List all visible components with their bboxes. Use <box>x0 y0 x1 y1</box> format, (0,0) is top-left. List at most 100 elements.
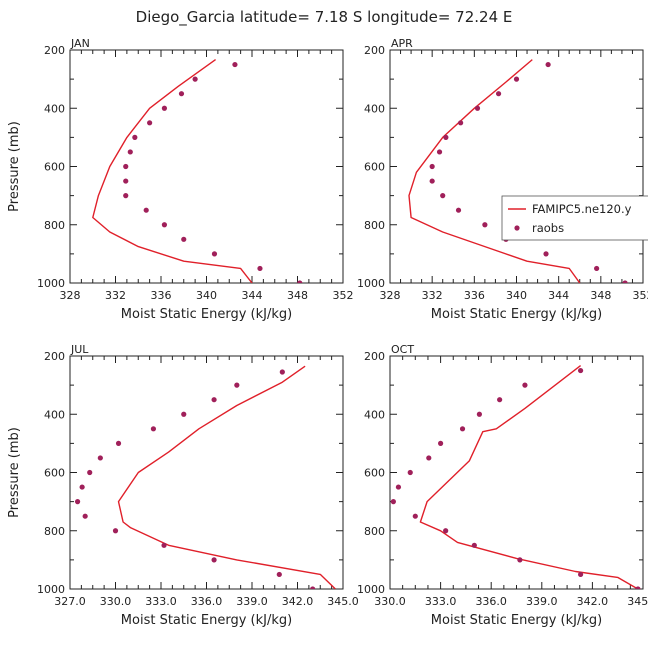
x-tick-label: 345.0 <box>327 595 359 608</box>
obs-point <box>161 222 168 228</box>
y-tick-label: 600 <box>364 161 385 174</box>
y-axis-label: Pressure (mb) <box>7 121 22 212</box>
obs-point <box>211 557 217 563</box>
obs-point <box>310 586 316 589</box>
obs-point <box>459 426 466 432</box>
x-tick-label: 330.0 <box>374 595 406 608</box>
y-tick-label: 200 <box>364 44 385 57</box>
x-axis-label: Moist Static Energy (kJ/kg) <box>121 613 292 628</box>
plot-data <box>92 59 303 283</box>
obs-point <box>622 280 628 283</box>
x-tick-label: 333.0 <box>145 595 177 608</box>
obs-point <box>395 484 402 490</box>
obs-point <box>276 571 282 578</box>
x-tick-label: 342.0 <box>577 595 609 608</box>
obs-point <box>513 76 520 82</box>
plot-data <box>408 59 628 283</box>
x-tick-label: 348 <box>590 289 611 302</box>
x-tick-label: 352 <box>633 289 648 302</box>
obs-point <box>497 397 503 403</box>
x-axis-label: Moist Static Energy (kJ/kg) <box>121 307 292 322</box>
y-tick-label: 1000 <box>37 277 65 290</box>
obs-point <box>443 528 449 534</box>
obs-point <box>429 178 435 184</box>
obs-point <box>517 557 523 563</box>
plot-data <box>390 365 641 589</box>
obs-point <box>577 367 584 374</box>
model-line <box>117 365 336 589</box>
obs-point <box>390 499 396 505</box>
obs-point <box>161 105 168 111</box>
legend-box <box>501 195 648 241</box>
x-tick-label: 336 <box>151 289 172 302</box>
obs-point <box>211 397 217 403</box>
panel-title: OCT <box>391 343 414 356</box>
obs-point <box>161 542 167 548</box>
obs-point <box>412 513 418 519</box>
x-tick-label: 328 <box>60 289 81 302</box>
obs-point <box>234 382 240 388</box>
obs-point <box>438 440 444 446</box>
y-tick-label: 800 <box>364 525 385 538</box>
obs-point <box>426 455 432 461</box>
x-tick-label: 336 <box>464 289 485 302</box>
panels: 328 332 336 340 344 348 352 200 400 600 800 1000 JAN… <box>7 37 648 628</box>
x-tick-label: 328 <box>380 289 401 302</box>
obs-point <box>112 528 119 534</box>
y-tick-label: 400 <box>364 102 385 115</box>
obs-point <box>443 134 449 140</box>
x-tick-label: 332 <box>105 289 126 302</box>
x-tick-label: 332 <box>422 289 443 302</box>
y-tick-label: 400 <box>44 408 65 421</box>
obs-point <box>150 426 157 432</box>
y-tick-label: 200 <box>44 44 65 57</box>
panel-oct: 330.0 333.0 336.0 339.0 342.0 345.0 200 400 600 8… <box>357 343 648 628</box>
x-tick-label: 340 <box>506 289 527 302</box>
x-axis-label: Moist Static Energy (kJ/kg) <box>431 613 602 628</box>
obs-point <box>455 207 462 213</box>
obs-point <box>471 542 477 548</box>
obs-point <box>127 149 133 155</box>
panel-jan: 328 332 336 340 344 348 352 200 400 600 800 1000 JAN… <box>7 37 354 322</box>
y-tick-label: 1000 <box>357 277 385 290</box>
y-tick-label: 1000 <box>37 583 65 596</box>
obs-point <box>594 265 600 272</box>
obs-point <box>436 149 443 155</box>
obs-point <box>543 251 549 257</box>
obs-point <box>181 411 187 417</box>
obs-point <box>181 236 187 242</box>
y-tick-label: 200 <box>364 350 385 363</box>
x-tick-label: 348 <box>287 289 308 302</box>
obs-point <box>474 105 481 111</box>
plot-data <box>74 365 336 589</box>
x-tick-label: 333.0 <box>425 595 457 608</box>
obs-point <box>279 369 285 375</box>
obs-point <box>297 280 303 283</box>
x-tick-label: 340 <box>196 289 217 302</box>
obs-point <box>143 207 149 213</box>
y-tick-label: 200 <box>44 350 65 363</box>
model-line <box>92 59 253 283</box>
obs-point <box>257 265 263 272</box>
x-tick-label: 336.0 <box>475 595 507 608</box>
panel-title: JUL <box>70 343 89 356</box>
x-tick-label: 342.0 <box>282 595 314 608</box>
y-tick-label: 800 <box>44 525 65 538</box>
panel-title: APR <box>391 37 413 50</box>
model-line <box>408 59 581 283</box>
obs-point <box>407 469 413 476</box>
obs-point <box>178 91 185 97</box>
x-tick-label: 330.0 <box>100 595 132 608</box>
obs-point <box>482 222 488 228</box>
x-tick-label: 336.0 <box>191 595 223 608</box>
x-tick-label: 352 <box>333 289 354 302</box>
obs-point <box>440 193 446 199</box>
plot-frame <box>389 355 644 590</box>
y-tick-label: 1000 <box>357 583 385 596</box>
obs-point <box>123 178 129 184</box>
obs-point <box>211 251 218 257</box>
x-tick-label: 344 <box>242 289 263 302</box>
obs-point <box>458 120 464 126</box>
obs-point <box>635 586 641 589</box>
